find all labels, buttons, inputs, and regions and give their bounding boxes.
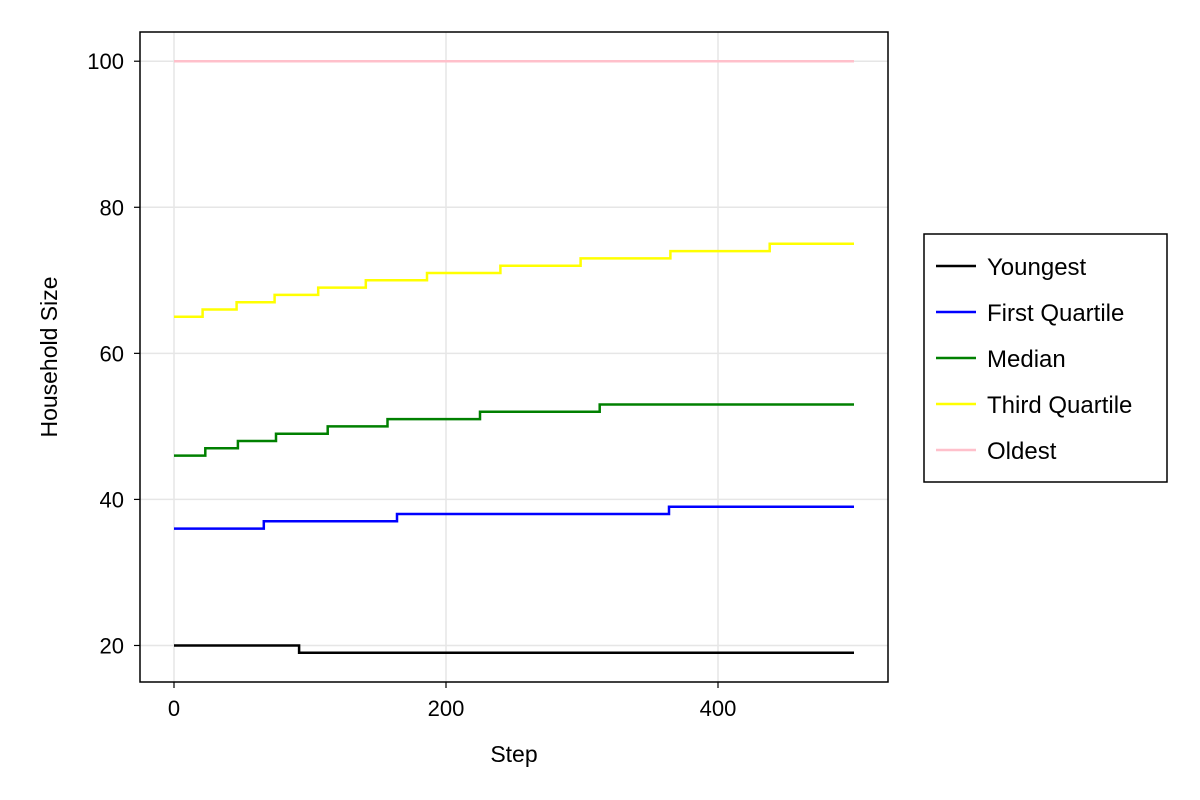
legend-label-third-quartile: Third Quartile (987, 392, 1132, 419)
series-line-median (174, 403, 854, 457)
y-tick-label: 100 (87, 49, 124, 74)
y-tick-label: 40 (100, 487, 124, 512)
series-layer (174, 59, 854, 655)
x-tick-label: 0 (168, 696, 180, 721)
ticks: 0 200 400 20 40 60 80 100 (87, 49, 736, 721)
series-line-third-quartile (174, 242, 854, 319)
x-axis-title: Step (490, 741, 537, 767)
series-line-first-quartile (174, 505, 854, 530)
legend-label-youngest: Youngest (987, 254, 1087, 281)
plot-frame (139, 31, 889, 683)
legend-label-median: Median (987, 346, 1066, 373)
legend: Youngest First Quartile Median Third Quarti… (923, 233, 1168, 483)
y-tick-label: 20 (100, 633, 124, 658)
y-tick-label: 60 (100, 341, 124, 366)
series-line-youngest (174, 644, 854, 655)
legend-label-first-quartile: First Quartile (987, 300, 1124, 327)
x-tick-label: 400 (700, 696, 737, 721)
x-tick-label: 200 (428, 696, 465, 721)
y-tick-label: 80 (100, 195, 124, 220)
y-axis-title: Household Size (36, 276, 62, 437)
legend-label-oldest: Oldest (987, 438, 1057, 465)
